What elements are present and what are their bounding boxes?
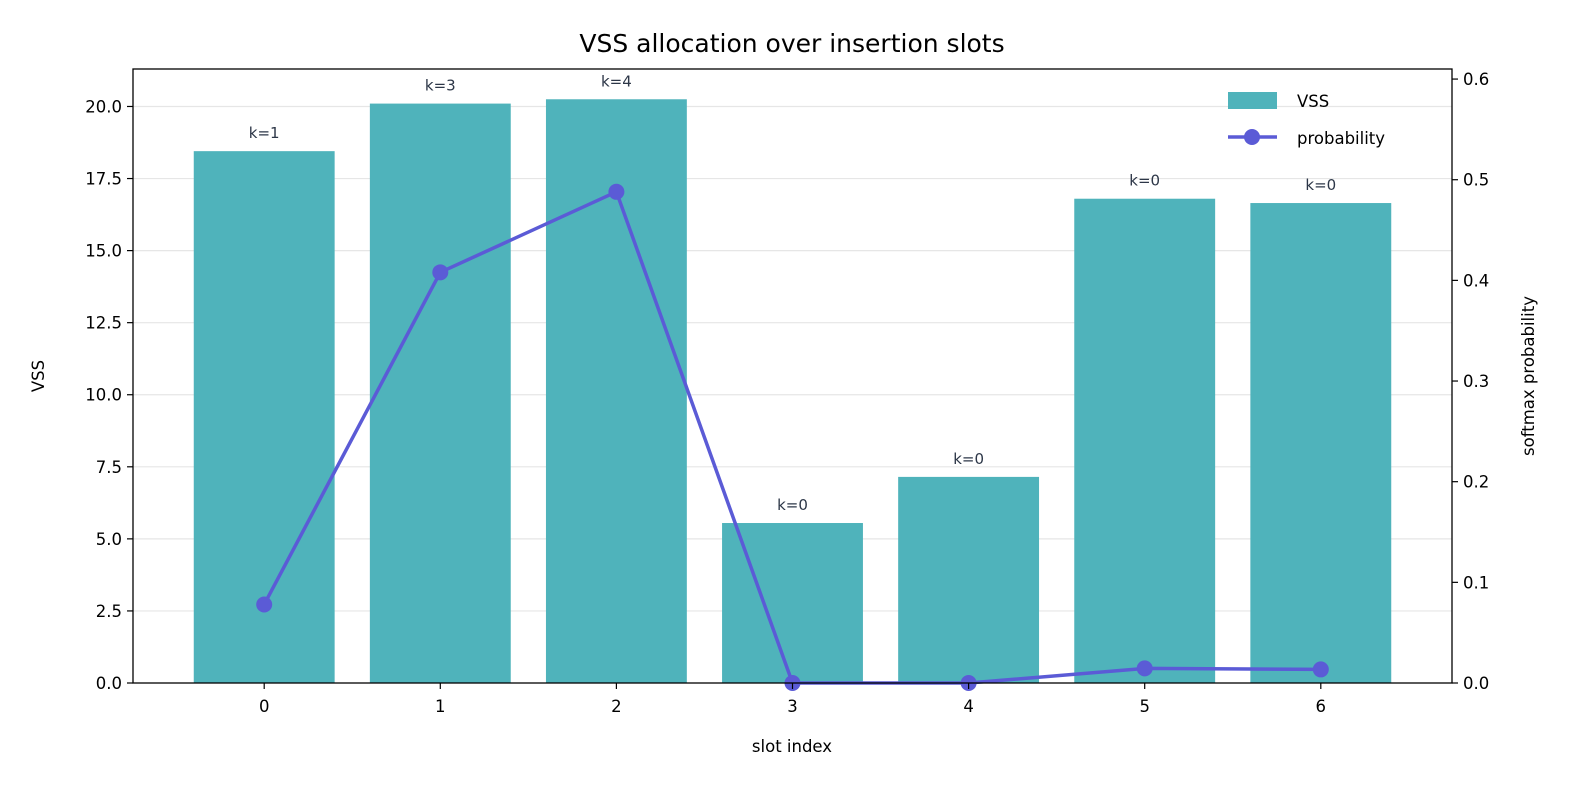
y-tick-label: 15.0: [85, 242, 122, 261]
bar-label: k=0: [1129, 172, 1160, 190]
legend-label-probability: probability: [1297, 129, 1385, 148]
chart-title: VSS allocation over insertion slots: [579, 29, 1004, 58]
bar-label: k=0: [953, 450, 984, 468]
bar-labels: k=1 k=3 k=4 k=0 k=0 k=0 k=0: [249, 72, 1336, 514]
bar-label: k=0: [777, 496, 808, 514]
y2-tick-label: 0.4: [1463, 271, 1489, 290]
x-tick-label: 3: [787, 697, 798, 716]
probability-point: [1312, 661, 1329, 678]
x-tick-label: 2: [611, 697, 622, 716]
bar-label: k=0: [1305, 176, 1336, 194]
probability-point: [432, 264, 449, 281]
y2-tick-label: 0.5: [1463, 171, 1489, 190]
bar: [1250, 203, 1392, 684]
x-tick-label: 5: [1139, 697, 1150, 716]
x-tick-label: 6: [1316, 697, 1327, 716]
legend-label-vss: VSS: [1297, 92, 1329, 111]
bar-series: [193, 99, 1392, 684]
probability-point: [1136, 660, 1153, 677]
probability-point: [256, 596, 273, 613]
bar: [1074, 198, 1216, 683]
bar-label: k=3: [425, 77, 456, 95]
y2-tick-label: 0.6: [1463, 70, 1489, 89]
y-tick-label: 7.5: [96, 458, 122, 477]
gridlines: [133, 105, 1452, 612]
bar: [193, 151, 335, 684]
bar: [898, 476, 1040, 683]
y-tick-label: 12.5: [85, 314, 122, 333]
bar: [369, 103, 511, 683]
legend-swatch-vss: [1228, 92, 1277, 109]
x-axis-ticks: 0 1 2 3 4 5 6: [259, 683, 1326, 716]
legend-swatch-probability-marker: [1244, 129, 1260, 145]
y-tick-label: 5.0: [96, 530, 122, 549]
y2-axis-ticks: 0.0 0.1 0.2 0.3 0.4 0.5 0.6: [1452, 70, 1489, 693]
y-axis-label: VSS: [29, 360, 48, 392]
bar-label: k=1: [249, 124, 280, 142]
y2-tick-label: 0.3: [1463, 372, 1489, 391]
y-tick-label: 20.0: [85, 97, 122, 116]
probability-point: [608, 183, 625, 200]
y2-tick-label: 0.2: [1463, 473, 1489, 492]
x-tick-label: 4: [963, 697, 974, 716]
y2-tick-label: 0.0: [1463, 674, 1489, 693]
x-tick-label: 1: [435, 697, 446, 716]
y2-tick-label: 0.1: [1463, 573, 1489, 592]
legend: VSS probability: [1228, 92, 1385, 148]
bar-label: k=4: [601, 72, 632, 90]
y-tick-label: 0.0: [96, 674, 122, 693]
y-tick-label: 17.5: [85, 170, 122, 189]
x-tick-label: 0: [259, 697, 270, 716]
y-axis-ticks: 0.0 2.5 5.0 7.5 10.0 12.5 15.0 17.5 20.0: [85, 97, 133, 693]
y2-axis-label: softmax probability: [1519, 296, 1538, 456]
y-tick-label: 2.5: [96, 602, 122, 621]
x-axis-label: slot index: [752, 737, 832, 756]
y-tick-label: 10.0: [85, 386, 122, 405]
